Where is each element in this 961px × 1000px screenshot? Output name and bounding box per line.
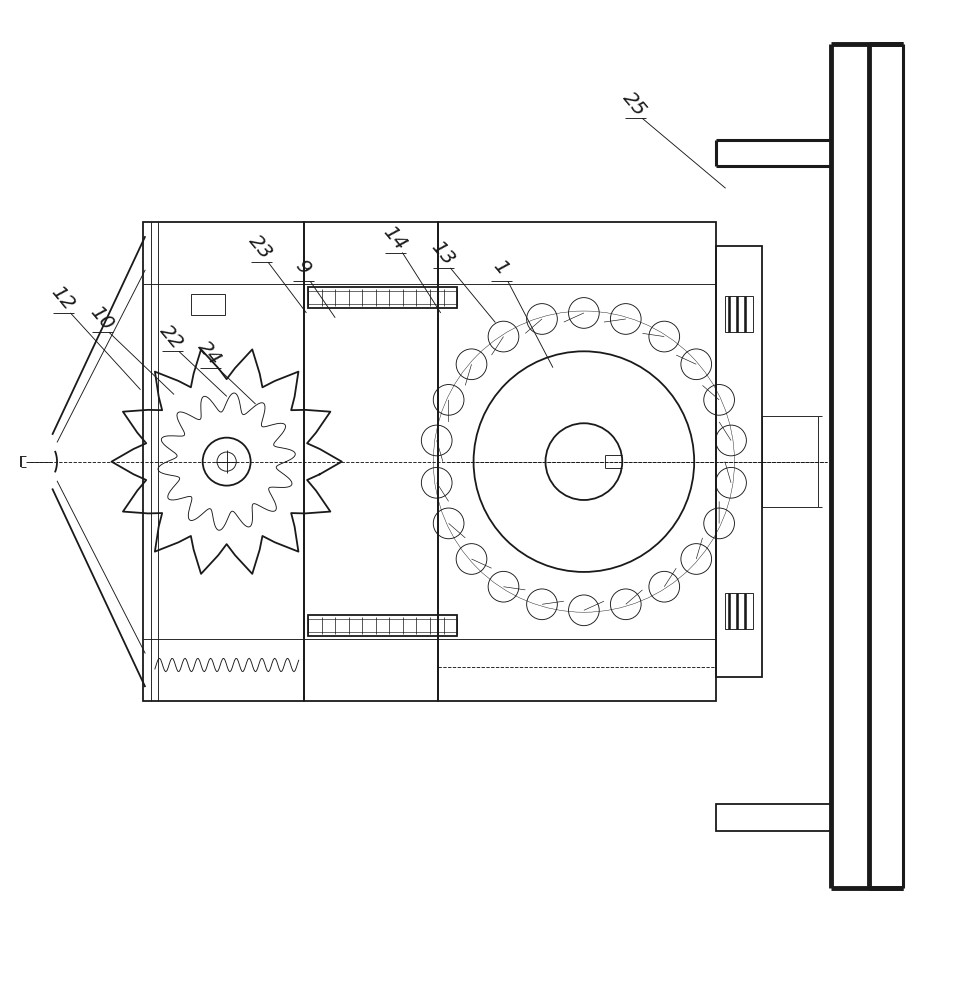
Bar xyxy=(724,593,752,629)
Text: 14: 14 xyxy=(379,222,409,254)
Bar xyxy=(308,291,456,304)
Text: 23: 23 xyxy=(245,232,276,264)
Bar xyxy=(437,222,715,701)
Text: 24: 24 xyxy=(194,337,225,369)
Bar xyxy=(308,615,456,636)
Bar xyxy=(761,416,817,507)
Text: 13: 13 xyxy=(427,238,457,269)
Text: 10: 10 xyxy=(86,302,116,334)
Bar xyxy=(308,287,456,308)
Bar xyxy=(715,246,761,677)
Bar xyxy=(715,804,830,831)
Bar xyxy=(724,296,752,332)
Bar xyxy=(304,222,437,701)
Text: 22: 22 xyxy=(156,321,186,353)
Bar xyxy=(308,619,456,632)
Bar xyxy=(143,222,304,701)
Text: 25: 25 xyxy=(618,88,650,120)
Text: 1: 1 xyxy=(488,256,511,278)
Bar xyxy=(191,294,225,315)
Text: 9: 9 xyxy=(291,256,313,278)
Text: 12: 12 xyxy=(47,283,78,314)
